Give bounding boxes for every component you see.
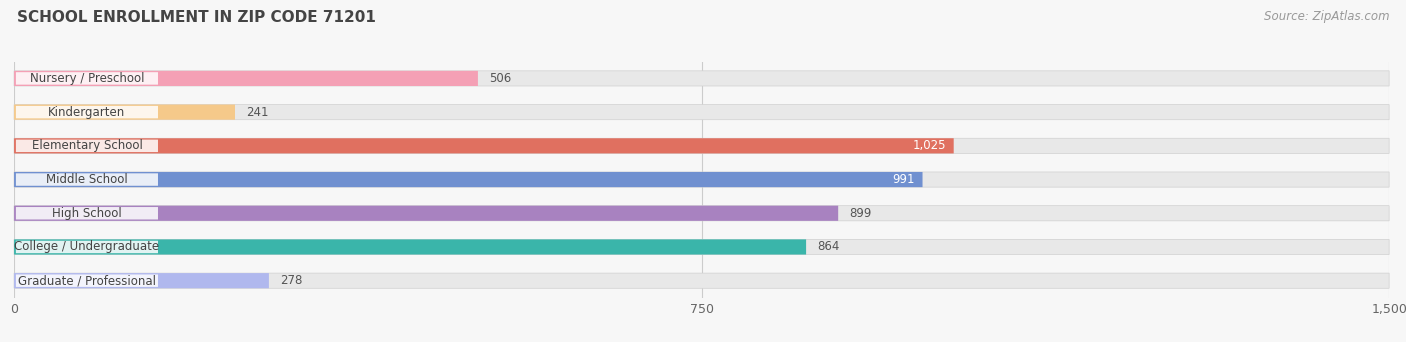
FancyBboxPatch shape: [15, 106, 157, 118]
Text: Nursery / Preschool: Nursery / Preschool: [30, 72, 145, 85]
Text: Kindergarten: Kindergarten: [48, 106, 125, 119]
FancyBboxPatch shape: [15, 72, 157, 84]
Text: 506: 506: [489, 72, 512, 85]
Text: Middle School: Middle School: [46, 173, 128, 186]
Text: 1,025: 1,025: [912, 139, 946, 152]
FancyBboxPatch shape: [15, 140, 157, 152]
FancyBboxPatch shape: [14, 273, 269, 288]
Text: College / Undergraduate: College / Undergraduate: [14, 240, 159, 253]
FancyBboxPatch shape: [15, 173, 157, 186]
Text: 278: 278: [280, 274, 302, 287]
FancyBboxPatch shape: [14, 206, 1389, 221]
FancyBboxPatch shape: [14, 138, 953, 154]
FancyBboxPatch shape: [14, 206, 838, 221]
Text: 991: 991: [893, 173, 915, 186]
FancyBboxPatch shape: [14, 172, 922, 187]
FancyBboxPatch shape: [14, 172, 1389, 187]
FancyBboxPatch shape: [14, 138, 1389, 154]
FancyBboxPatch shape: [14, 239, 1389, 254]
FancyBboxPatch shape: [14, 71, 478, 86]
Text: 899: 899: [849, 207, 872, 220]
FancyBboxPatch shape: [15, 275, 157, 287]
Text: Source: ZipAtlas.com: Source: ZipAtlas.com: [1264, 10, 1389, 23]
FancyBboxPatch shape: [14, 105, 1389, 120]
Text: SCHOOL ENROLLMENT IN ZIP CODE 71201: SCHOOL ENROLLMENT IN ZIP CODE 71201: [17, 10, 375, 25]
FancyBboxPatch shape: [15, 241, 157, 253]
FancyBboxPatch shape: [14, 273, 1389, 288]
Text: High School: High School: [52, 207, 122, 220]
Text: Elementary School: Elementary School: [31, 139, 142, 152]
Text: 864: 864: [817, 240, 839, 253]
FancyBboxPatch shape: [15, 207, 157, 220]
Text: Graduate / Professional: Graduate / Professional: [18, 274, 156, 287]
FancyBboxPatch shape: [14, 105, 235, 120]
Text: 241: 241: [246, 106, 269, 119]
FancyBboxPatch shape: [14, 71, 1389, 86]
FancyBboxPatch shape: [14, 239, 806, 254]
